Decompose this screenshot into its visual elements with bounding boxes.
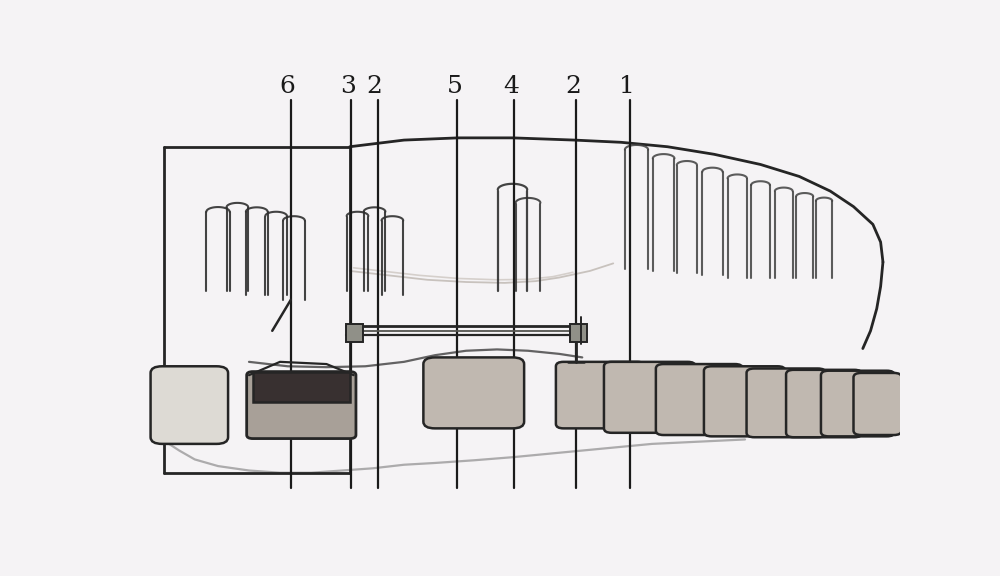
- Text: 4: 4: [503, 75, 519, 98]
- FancyBboxPatch shape: [656, 364, 743, 435]
- FancyBboxPatch shape: [247, 372, 356, 438]
- Text: 2: 2: [565, 75, 581, 98]
- Bar: [346, 324, 363, 342]
- FancyBboxPatch shape: [151, 366, 228, 444]
- Text: 5: 5: [446, 75, 462, 98]
- Text: 2: 2: [367, 75, 382, 98]
- Bar: [253, 372, 350, 402]
- Bar: [570, 324, 587, 342]
- FancyBboxPatch shape: [604, 362, 695, 433]
- FancyBboxPatch shape: [854, 373, 902, 435]
- Text: 6: 6: [280, 75, 296, 98]
- FancyBboxPatch shape: [786, 370, 862, 437]
- FancyBboxPatch shape: [556, 362, 645, 429]
- Text: 1: 1: [619, 75, 635, 98]
- FancyBboxPatch shape: [747, 369, 826, 437]
- FancyBboxPatch shape: [423, 357, 524, 429]
- FancyBboxPatch shape: [704, 366, 785, 437]
- Text: 3: 3: [340, 75, 356, 98]
- FancyBboxPatch shape: [821, 371, 895, 437]
